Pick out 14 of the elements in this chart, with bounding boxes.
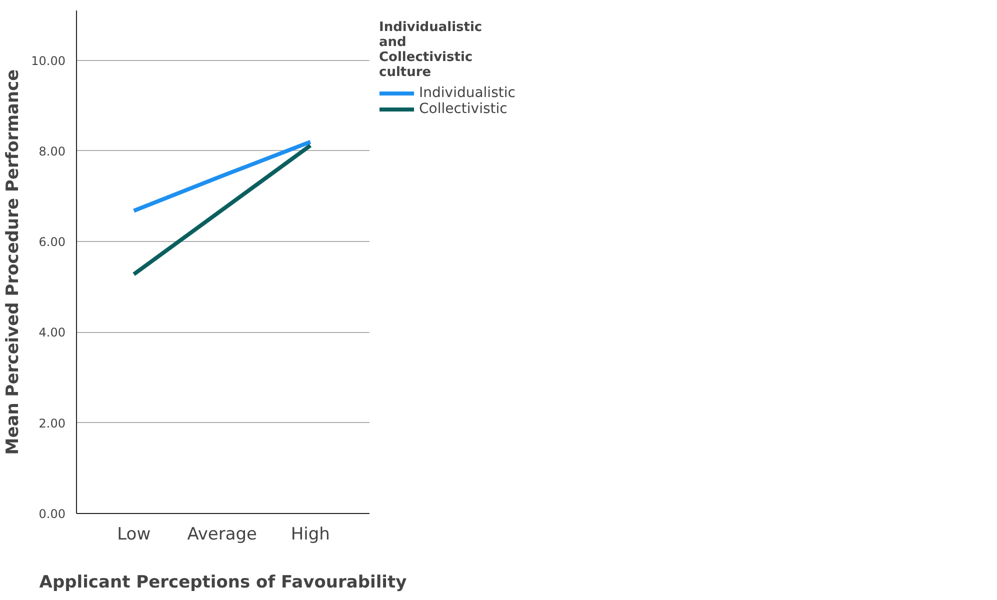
x-axis-title: Applicant Perceptions of Favourability — [39, 572, 407, 592]
y-tick-label: 10.00 — [31, 54, 66, 68]
legend-label: Individualistic — [419, 85, 516, 101]
y-tick-label: 8.00 — [38, 144, 66, 158]
y-tick-label: 0.00 — [38, 507, 66, 521]
legend-label: Collectivistic — [419, 101, 508, 117]
x-tick-label: High — [290, 524, 330, 544]
legend-title: Individualistic and Collectivistic culture — [379, 20, 484, 80]
y-tick-label: 6.00 — [38, 235, 66, 250]
y-axis-title: Mean Perceived Procedure Performance — [3, 69, 24, 455]
x-tick-label: Low — [117, 524, 151, 544]
x-tick-label: Average — [187, 524, 258, 544]
y-tick-label: 4.00 — [38, 326, 66, 340]
y-tick-label: 2.00 — [38, 416, 66, 430]
